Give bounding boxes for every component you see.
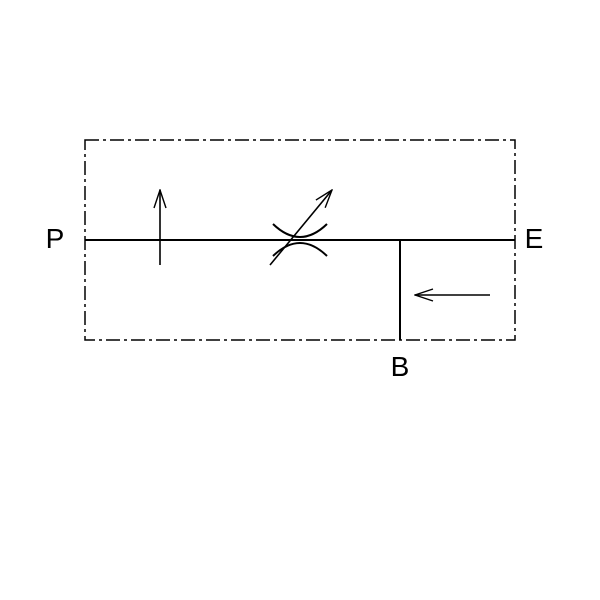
hydraulic-diagram: P E B xyxy=(0,0,600,600)
throttle-valve-icon xyxy=(270,190,332,265)
port-label-e: E xyxy=(525,223,544,254)
port-label-b: B xyxy=(391,351,410,382)
port-label-p: P xyxy=(46,223,65,254)
